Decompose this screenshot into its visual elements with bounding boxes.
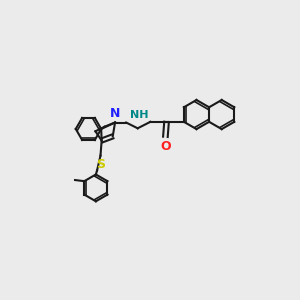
Text: NH: NH [130,110,148,119]
Text: O: O [160,140,171,153]
Text: S: S [96,158,105,171]
Text: N: N [110,107,120,120]
